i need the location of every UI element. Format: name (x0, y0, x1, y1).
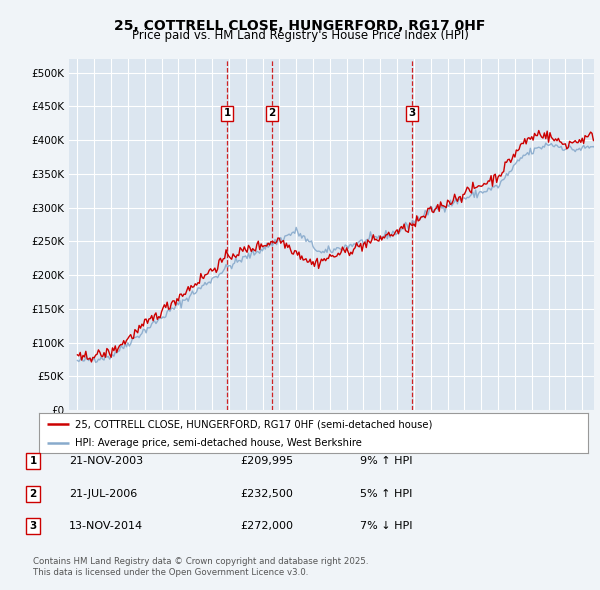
Text: 21-JUL-2006: 21-JUL-2006 (69, 489, 137, 499)
Text: Price paid vs. HM Land Registry's House Price Index (HPI): Price paid vs. HM Land Registry's House … (131, 30, 469, 42)
Text: 1: 1 (29, 457, 37, 466)
Text: 25, COTTRELL CLOSE, HUNGERFORD, RG17 0HF: 25, COTTRELL CLOSE, HUNGERFORD, RG17 0HF (115, 19, 485, 33)
Text: 13-NOV-2014: 13-NOV-2014 (69, 522, 143, 531)
Text: £232,500: £232,500 (240, 489, 293, 499)
Text: 3: 3 (29, 522, 37, 531)
Text: 2: 2 (268, 109, 275, 119)
Text: 3: 3 (408, 109, 415, 119)
Text: Contains HM Land Registry data © Crown copyright and database right 2025.: Contains HM Land Registry data © Crown c… (33, 558, 368, 566)
Text: 7% ↓ HPI: 7% ↓ HPI (360, 522, 413, 531)
Text: 9% ↑ HPI: 9% ↑ HPI (360, 457, 413, 466)
Text: 1: 1 (223, 109, 230, 119)
Text: This data is licensed under the Open Government Licence v3.0.: This data is licensed under the Open Gov… (33, 568, 308, 577)
Text: £209,995: £209,995 (240, 457, 293, 466)
Text: HPI: Average price, semi-detached house, West Berkshire: HPI: Average price, semi-detached house,… (74, 438, 362, 448)
Text: 21-NOV-2003: 21-NOV-2003 (69, 457, 143, 466)
Text: 5% ↑ HPI: 5% ↑ HPI (360, 489, 412, 499)
Text: 25, COTTRELL CLOSE, HUNGERFORD, RG17 0HF (semi-detached house): 25, COTTRELL CLOSE, HUNGERFORD, RG17 0HF… (74, 419, 432, 430)
Text: 2: 2 (29, 489, 37, 499)
Text: £272,000: £272,000 (240, 522, 293, 531)
